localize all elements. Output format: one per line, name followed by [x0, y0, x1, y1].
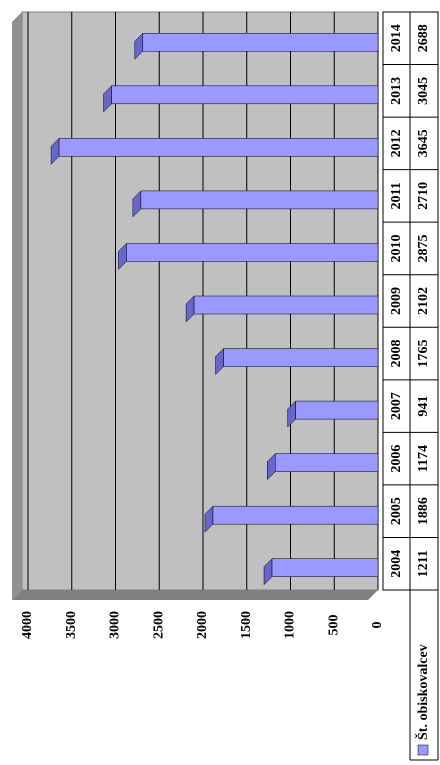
plot [27, 12, 379, 590]
bar [140, 190, 379, 210]
bar [126, 243, 379, 262]
table-value: 1886 [416, 497, 431, 525]
value-tick-label: 1500 [239, 611, 254, 639]
category-label: 2007 [389, 392, 404, 420]
value-tick-label: 2000 [195, 611, 210, 639]
value-tick-label: 0 [370, 622, 385, 629]
bar [271, 558, 379, 577]
value-tick-label: 500 [326, 615, 341, 636]
category-label: 2009 [389, 287, 404, 315]
value-tick-label: 3000 [108, 611, 123, 639]
table-value: 1765 [416, 340, 431, 368]
side-wall [12, 12, 22, 600]
bar [58, 138, 379, 157]
table-value: 2688 [416, 24, 431, 52]
legend-swatch [417, 744, 429, 756]
table-value: 3645 [416, 129, 431, 157]
table-value: 1174 [416, 445, 431, 472]
category-label: 2008 [389, 340, 404, 368]
value-tick-label: 3500 [64, 611, 79, 639]
bar [111, 85, 379, 105]
category-label: 2012 [389, 129, 404, 157]
table-value: 1211 [416, 550, 431, 577]
bar [193, 295, 379, 315]
bar [223, 348, 379, 367]
table-value: 2102 [416, 287, 431, 315]
table-value: 2710 [416, 182, 431, 210]
category-label: 2014 [389, 24, 404, 52]
table-value: 941 [416, 396, 431, 417]
category-label: 2004 [389, 550, 404, 578]
value-tick-label: 2500 [151, 611, 166, 639]
floor [12, 590, 378, 600]
table-value: 3045 [416, 77, 431, 105]
value-tick-label: 4000 [20, 611, 35, 639]
category-label: 2005 [389, 497, 404, 525]
legend-label: Št. obiskovalcev [414, 644, 431, 740]
bar [142, 33, 379, 52]
value-tick-label: 1000 [283, 611, 298, 639]
category-label: 2006 [389, 445, 404, 473]
category-label: 2011 [389, 182, 404, 209]
bar [275, 453, 379, 472]
bar [212, 505, 379, 525]
table-value: 2875 [416, 234, 431, 262]
category-label: 2010 [389, 234, 404, 262]
bar [295, 400, 379, 420]
category-label: 2013 [389, 77, 404, 105]
